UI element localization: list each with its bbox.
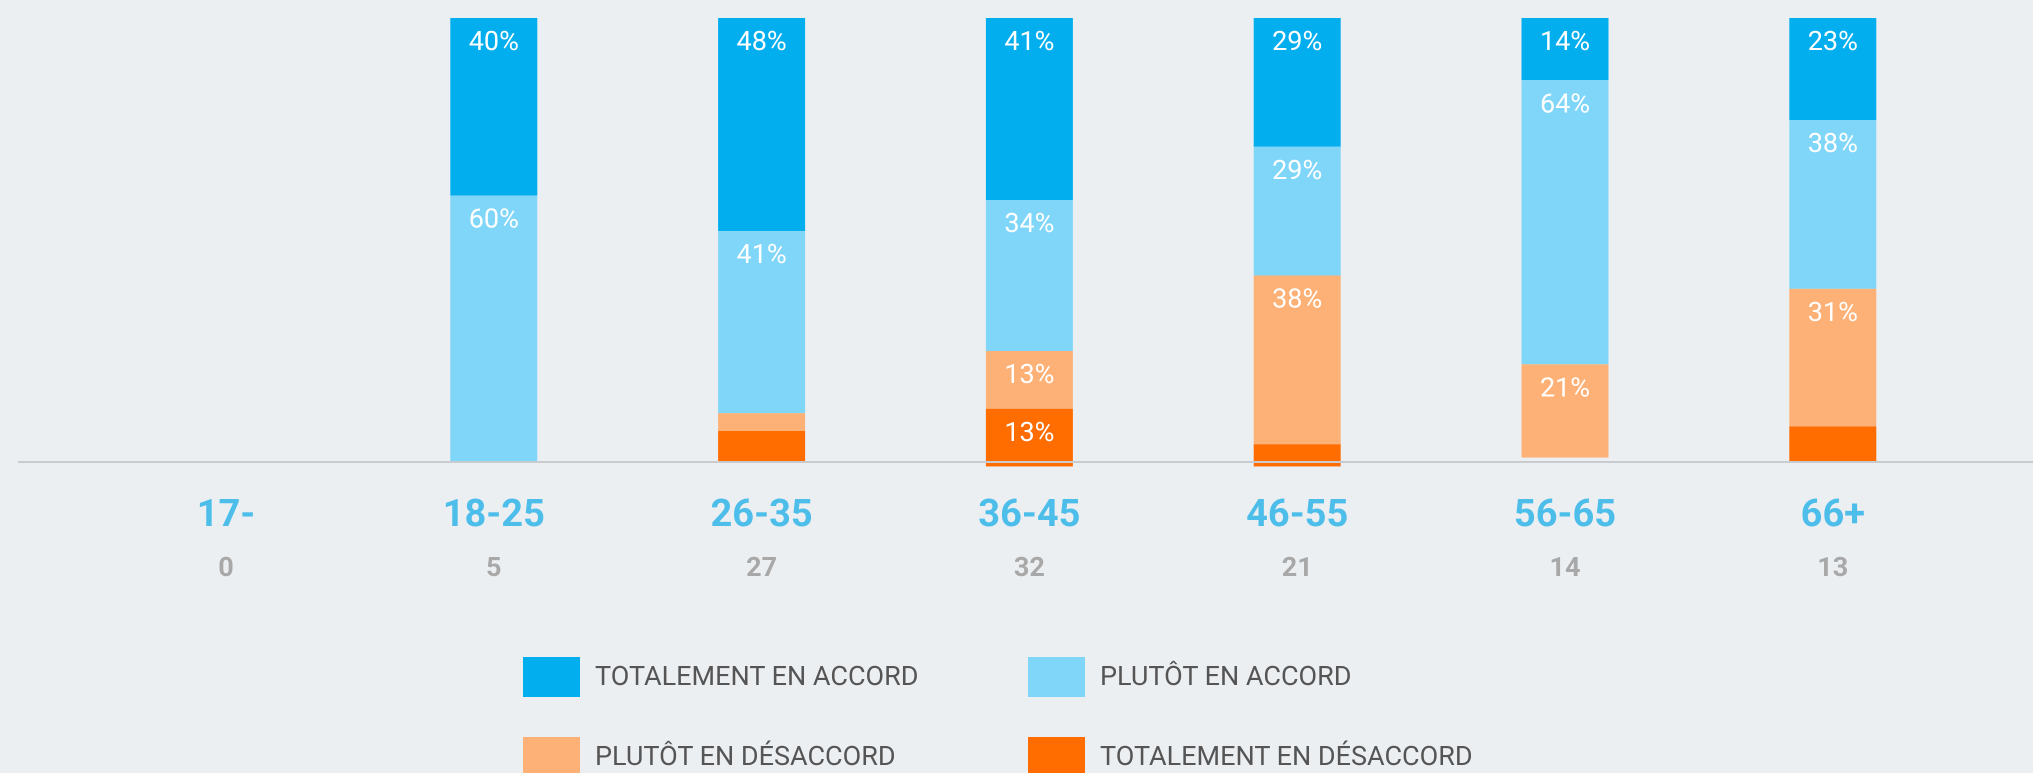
legend-label: TOTALEMENT EN ACCORD <box>595 660 918 692</box>
category-label: 66+ <box>1801 492 1865 536</box>
data-label: 29% <box>1272 25 1322 57</box>
bar-segment <box>1253 444 1341 467</box>
bar-segment <box>985 408 1073 467</box>
data-label: 38% <box>1808 127 1858 159</box>
legend-label: PLUTÔT EN DÉSACCORD <box>595 739 896 772</box>
legend-swatch <box>1028 657 1085 697</box>
legend-label: TOTALEMENT EN DÉSACCORD <box>1100 739 1473 772</box>
bar-segment <box>1521 80 1609 365</box>
bar-segment <box>1789 426 1877 462</box>
bar-segment <box>1253 18 1341 147</box>
bar-segment <box>1789 18 1877 121</box>
data-label: 13% <box>1004 358 1054 390</box>
category-label: 18-25 <box>443 492 545 536</box>
count-label: 0 <box>218 551 234 583</box>
bar-segment <box>450 195 538 462</box>
data-label: 23% <box>1808 25 1858 57</box>
data-label: 13% <box>1004 416 1054 448</box>
data-label: 14% <box>1540 25 1590 57</box>
data-label: 41% <box>1004 25 1054 57</box>
data-label: 38% <box>1272 283 1322 315</box>
data-label: 31% <box>1808 296 1858 328</box>
bar-segment <box>985 351 1073 409</box>
category-label: 17- <box>197 492 256 536</box>
bar-segment <box>1253 275 1341 445</box>
count-label: 21 <box>1282 551 1313 583</box>
bar-segment <box>718 430 806 462</box>
category-label: 36-45 <box>978 492 1080 536</box>
bar-segment <box>1521 18 1609 81</box>
count-label: 5 <box>486 551 502 583</box>
category-label: 56-65 <box>1514 492 1616 536</box>
legend-swatch <box>523 737 580 773</box>
bar-segment <box>985 18 1073 201</box>
data-label: 64% <box>1540 87 1590 119</box>
data-label: 48% <box>737 25 787 57</box>
bar-segment <box>718 18 806 232</box>
count-label: 32 <box>1014 551 1045 583</box>
bar-segment <box>718 231 806 414</box>
bar-segment <box>450 18 538 196</box>
legend-swatch <box>1028 737 1085 773</box>
count-label: 13 <box>1817 551 1848 583</box>
count-label: 14 <box>1550 551 1581 583</box>
legend-swatch <box>523 657 580 697</box>
count-label: 27 <box>746 551 777 583</box>
category-label: 46-55 <box>1246 492 1348 536</box>
data-label: 41% <box>737 238 787 270</box>
data-label: 29% <box>1272 154 1322 186</box>
bar-segment <box>1253 146 1341 276</box>
bar-segment <box>985 200 1073 351</box>
data-label: 60% <box>469 203 519 235</box>
category-label: 26-35 <box>711 492 813 536</box>
bar-segment <box>1521 364 1609 458</box>
bar-segment <box>1789 120 1877 289</box>
bar-segment <box>1789 288 1877 427</box>
bar-segment <box>718 413 806 431</box>
data-label: 21% <box>1540 371 1590 403</box>
data-label: 34% <box>1004 207 1054 239</box>
data-label: 40% <box>469 25 519 57</box>
legend-label: PLUTÔT EN ACCORD <box>1100 659 1351 692</box>
